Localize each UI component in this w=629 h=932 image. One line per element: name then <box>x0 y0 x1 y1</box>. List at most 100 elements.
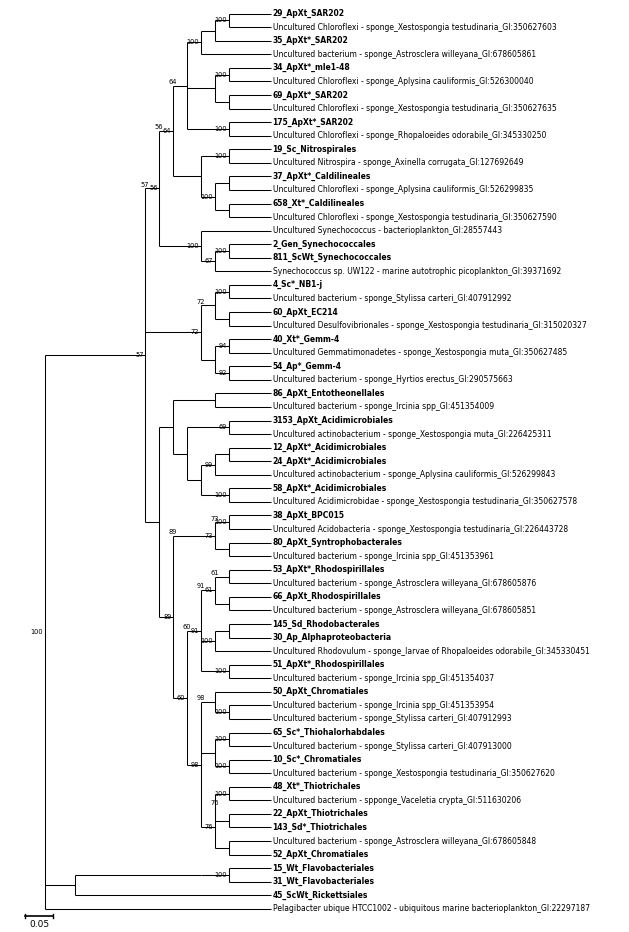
Text: Uncultured Chloroflexi - sponge_Xestospongia testudinaria_GI:350627635: Uncultured Chloroflexi - sponge_Xestospo… <box>272 104 556 113</box>
Text: 100: 100 <box>214 872 227 878</box>
Text: 57: 57 <box>135 352 143 358</box>
Text: Uncultured actinobacterium - sponge_Xestospongia muta_GI:226425311: Uncultured actinobacterium - sponge_Xest… <box>272 430 551 439</box>
Text: 2_Gen_Synechococcales: 2_Gen_Synechococcales <box>272 240 376 249</box>
Text: 72: 72 <box>197 298 205 305</box>
Text: Uncultured actinobacterium - sponge_Aplysina cauliformis_GI:526299843: Uncultured actinobacterium - sponge_Aply… <box>272 471 555 479</box>
Text: 48_Xt*_Thiotrichales: 48_Xt*_Thiotrichales <box>272 782 361 791</box>
Text: 100: 100 <box>214 153 227 159</box>
Text: 50_ApXt_Chromatiales: 50_ApXt_Chromatiales <box>272 687 369 696</box>
Text: 811_ScWt_Synechococcales: 811_ScWt_Synechococcales <box>272 254 392 262</box>
Text: 100: 100 <box>214 709 227 715</box>
Text: 94: 94 <box>219 343 227 349</box>
Text: 100: 100 <box>187 243 199 249</box>
Text: Uncultured bacterium - sponge_Astrosclera willeyana_GI:678605851: Uncultured bacterium - sponge_Astroscler… <box>272 606 536 615</box>
Text: 12_ApXt*_Acidimicrobiales: 12_ApXt*_Acidimicrobiales <box>272 443 387 452</box>
Text: 73: 73 <box>205 533 213 539</box>
Text: 72: 72 <box>191 329 199 336</box>
Text: 64: 64 <box>163 128 172 134</box>
Text: 34_ApXt*_mle1-48: 34_ApXt*_mle1-48 <box>272 63 350 73</box>
Text: 45_ScWt_Rickettsiales: 45_ScWt_Rickettsiales <box>272 891 368 900</box>
Text: 100: 100 <box>214 72 227 77</box>
Text: 57: 57 <box>141 182 150 187</box>
Text: 91: 91 <box>191 628 199 634</box>
Text: 91: 91 <box>197 583 205 589</box>
Text: Uncultured Desulfovibrionales - sponge_Xestospongia testudinaria_GI:315020327: Uncultured Desulfovibrionales - sponge_X… <box>272 322 586 330</box>
Text: 3153_ApXt_Acidimicrobiales: 3153_ApXt_Acidimicrobiales <box>272 416 393 425</box>
Text: Uncultured Chloroflexi - sponge_Xestospongia testudinaria_GI:350627603: Uncultured Chloroflexi - sponge_Xestospo… <box>272 22 556 32</box>
Text: Uncultured Acidimicrobidae - sponge_Xestospongia testudinaria_GI:350627578: Uncultured Acidimicrobidae - sponge_Xest… <box>272 498 577 506</box>
Text: 100: 100 <box>214 492 227 498</box>
Text: Uncultured bacterium - sponge_Ircinia spp_GI:451354009: Uncultured bacterium - sponge_Ircinia sp… <box>272 403 494 412</box>
Text: 24_ApXt*_Acidimicrobiales: 24_ApXt*_Acidimicrobiales <box>272 457 387 466</box>
Text: Uncultured bacterium - spponge_Vaceletia crypta_GI:511630206: Uncultured bacterium - spponge_Vaceletia… <box>272 796 521 805</box>
Text: Uncultured Chloroflexi - sponge_Xestospongia testudinaria_GI:350627590: Uncultured Chloroflexi - sponge_Xestospo… <box>272 212 556 222</box>
Text: Uncultured Rhodovulum - sponge_larvae of Rhopaloeides odorabile_GI:345330451: Uncultured Rhodovulum - sponge_larvae of… <box>272 647 589 655</box>
Text: Pelagibacter ubique HTCC1002 - ubiquitous marine bacterioplankton_GI:22297187: Pelagibacter ubique HTCC1002 - ubiquitou… <box>272 904 589 913</box>
Text: 31_Wt_Flavobacteriales: 31_Wt_Flavobacteriales <box>272 877 374 886</box>
Text: 40_Xt*_Gemm-4: 40_Xt*_Gemm-4 <box>272 335 340 344</box>
Text: 51_ApXt*_Rhodospirillales: 51_ApXt*_Rhodospirillales <box>272 660 385 669</box>
Text: 86_ApXt_Entotheonellales: 86_ApXt_Entotheonellales <box>272 389 385 398</box>
Text: 56: 56 <box>155 124 164 130</box>
Text: 61: 61 <box>211 569 219 576</box>
Text: Uncultured Synechococcus - bacterioplankton_GI:28557443: Uncultured Synechococcus - bacterioplank… <box>272 226 502 235</box>
Text: 30_Ap_Alphaproteobacteria: 30_Ap_Alphaproteobacteria <box>272 633 392 642</box>
Text: 61: 61 <box>205 587 213 593</box>
Text: 4_Sc*_NB1-j: 4_Sc*_NB1-j <box>272 281 323 290</box>
Text: 35_ApXt*_SAR202: 35_ApXt*_SAR202 <box>272 36 348 46</box>
Text: 54_Ap*_Gemm-4: 54_Ap*_Gemm-4 <box>272 362 342 371</box>
Text: 89: 89 <box>169 529 177 535</box>
Text: Uncultured Chloroflexi - sponge_Rhopaloeides odorabile_GI:345330250: Uncultured Chloroflexi - sponge_Rhopaloe… <box>272 131 546 140</box>
Text: 100: 100 <box>214 18 227 23</box>
Text: Uncultured bacterium - sponge_Stylissa carteri_GI:407912993: Uncultured bacterium - sponge_Stylissa c… <box>272 715 511 723</box>
Text: 52_ApXt_Chromatiales: 52_ApXt_Chromatiales <box>272 850 369 859</box>
Text: 100: 100 <box>214 668 227 675</box>
Text: 100: 100 <box>214 519 227 526</box>
Text: 53_ApXt*_Rhodospirillales: 53_ApXt*_Rhodospirillales <box>272 565 385 574</box>
Text: Uncultured bacterium - sponge_Ircinia spp_GI:451354037: Uncultured bacterium - sponge_Ircinia sp… <box>272 674 494 683</box>
Text: 37_ApXt*_Caldilineales: 37_ApXt*_Caldilineales <box>272 171 371 181</box>
Text: Uncultured bacterium - sponge_Astrosclera willeyana_GI:678605861: Uncultured bacterium - sponge_Astroscler… <box>272 49 536 59</box>
Text: Uncultured Chloroflexi - sponge_Aplysina cauliformis_GI:526300040: Uncultured Chloroflexi - sponge_Aplysina… <box>272 77 533 86</box>
Text: 22_ApXt_Thiotrichales: 22_ApXt_Thiotrichales <box>272 809 368 818</box>
Text: 100: 100 <box>201 194 213 199</box>
Text: 92: 92 <box>219 370 227 377</box>
Text: Uncultured bacterium - sponge_Stylissa carteri_GI:407912992: Uncultured bacterium - sponge_Stylissa c… <box>272 294 511 303</box>
Text: 100: 100 <box>214 790 227 797</box>
Text: 100: 100 <box>214 736 227 742</box>
Text: 0.05: 0.05 <box>29 921 49 929</box>
Text: 67: 67 <box>205 258 213 264</box>
Text: Synechococcus sp. UW122 - marine autotrophic picoplankton_GI:39371692: Synechococcus sp. UW122 - marine autotro… <box>272 267 561 276</box>
Text: Uncultured Acidobacteria - sponge_Xestospongia testudinaria_GI:226443728: Uncultured Acidobacteria - sponge_Xestos… <box>272 525 567 533</box>
Text: 60_ApXt_EC214: 60_ApXt_EC214 <box>272 308 338 317</box>
Text: 29_ApXt_SAR202: 29_ApXt_SAR202 <box>272 9 345 19</box>
Text: 15_Wt_Flavobacteriales: 15_Wt_Flavobacteriales <box>272 864 374 872</box>
Text: Uncultured bacterium - sponge_Ircinia spp_GI:451353954: Uncultured bacterium - sponge_Ircinia sp… <box>272 701 494 710</box>
Text: 19_Sc_Nitrospirales: 19_Sc_Nitrospirales <box>272 144 357 154</box>
Text: 100: 100 <box>201 638 213 644</box>
Text: 58_ApXt*_Acidimicrobiales: 58_ApXt*_Acidimicrobiales <box>272 484 387 493</box>
Text: Uncultured Gemmatimonadetes - sponge_Xestospongia muta_GI:350627485: Uncultured Gemmatimonadetes - sponge_Xes… <box>272 349 567 357</box>
Text: Uncultured Chloroflexi - sponge_Aplysina cauliformis_GI:526299835: Uncultured Chloroflexi - sponge_Aplysina… <box>272 185 533 195</box>
Text: 658_Xt*_Caldilineales: 658_Xt*_Caldilineales <box>272 199 365 208</box>
Text: Uncultured bacterium - sponge_Hyrtios erectus_GI:290575663: Uncultured bacterium - sponge_Hyrtios er… <box>272 376 512 384</box>
Text: Uncultured bacterium - sponge_Ircinia spp_GI:451353961: Uncultured bacterium - sponge_Ircinia sp… <box>272 552 494 561</box>
Text: 100: 100 <box>214 248 227 254</box>
Text: 175_ApXt*_SAR202: 175_ApXt*_SAR202 <box>272 117 353 127</box>
Text: 10_Sc*_Chromatiales: 10_Sc*_Chromatiales <box>272 755 362 764</box>
Text: 64: 64 <box>169 79 177 85</box>
Text: 66_ApXt_Rhodospirillales: 66_ApXt_Rhodospirillales <box>272 593 381 601</box>
Text: 143_Sd*_Thiotrichales: 143_Sd*_Thiotrichales <box>272 823 367 832</box>
Text: 89: 89 <box>163 614 172 620</box>
Text: 100: 100 <box>187 39 199 46</box>
Text: 99: 99 <box>205 461 213 468</box>
Text: 80_ApXt_Syntrophobacterales: 80_ApXt_Syntrophobacterales <box>272 538 403 547</box>
Text: 100: 100 <box>214 126 227 132</box>
Text: 76: 76 <box>205 825 213 830</box>
Text: Uncultured bacterium - sponge_Xestospongia testudinaria_GI:350627620: Uncultured bacterium - sponge_Xestospong… <box>272 769 554 777</box>
Text: 73: 73 <box>211 515 219 522</box>
Text: 65_Sc*_Thiohalorhabdales: 65_Sc*_Thiohalorhabdales <box>272 728 386 737</box>
Text: 69: 69 <box>219 424 227 431</box>
Text: 38_ApXt_BPC015: 38_ApXt_BPC015 <box>272 511 345 520</box>
Text: 56: 56 <box>149 185 157 191</box>
